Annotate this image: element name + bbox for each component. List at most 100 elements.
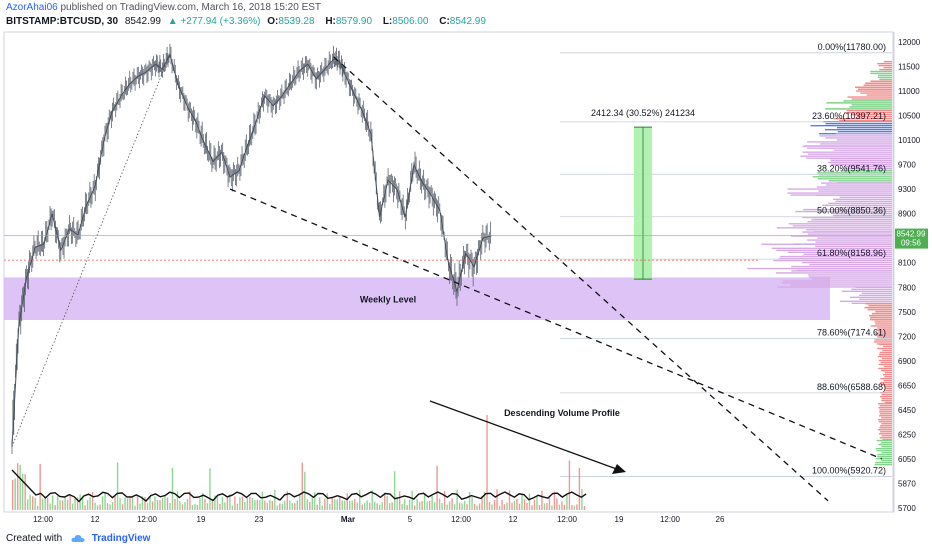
volume-bar [256, 499, 259, 510]
fib-level-label: 88.60%(6588.68) [817, 382, 886, 392]
volume-bar [276, 505, 279, 510]
volume-bar [249, 496, 251, 510]
volume-bar [241, 496, 244, 510]
volume-bar [19, 464, 21, 510]
volume-bar [548, 497, 551, 510]
volume-bar [566, 494, 568, 510]
publication-line: AzorAhai06 published on TradingView.com,… [6, 2, 321, 13]
price-axis-bg [894, 32, 932, 512]
low-label: L:8506.00 [382, 16, 429, 27]
volume-bar [31, 496, 34, 510]
price-tick-label: 10100 [898, 136, 921, 145]
volume-bar [339, 496, 341, 510]
volume-bar [396, 496, 398, 510]
time-tick-label: 12:00 [451, 515, 472, 524]
symbol-name[interactable]: BITSTAMP:BTCUSD, 30 [6, 16, 119, 27]
volume-bar [94, 502, 96, 510]
chart-header: AzorAhai06 published on TradingView.com,… [0, 0, 932, 30]
volume-bar [503, 504, 506, 510]
volume-bar [286, 491, 289, 510]
volume-bar [56, 495, 59, 510]
volume-bar [476, 505, 478, 510]
volume-bar [21, 473, 24, 510]
price-tick-label: 5700 [898, 504, 916, 513]
volume-bar [331, 498, 333, 510]
volume-bar [144, 496, 146, 510]
volume-bar [423, 493, 426, 510]
volume-bar [408, 499, 411, 510]
last-price-countdown: 09:56 [901, 239, 922, 248]
tradingview-brand[interactable]: TradingView [91, 533, 151, 544]
plot-frame [3, 31, 894, 513]
volume-bar [34, 497, 36, 510]
volume-bar [301, 462, 303, 510]
volume-bar [326, 493, 328, 510]
volume-bar [259, 500, 261, 510]
fib-level-label: 100.00%(5920.72) [812, 466, 886, 476]
volume-bar [199, 498, 201, 510]
volume-bar [513, 500, 516, 510]
volume-bar [44, 496, 46, 510]
volume-bar [573, 505, 576, 510]
volume-bar [441, 503, 443, 510]
volume-bar [361, 504, 363, 510]
volume-bar [531, 505, 533, 510]
volume-bar [54, 505, 56, 510]
volume-bar [324, 498, 326, 510]
volume-bar [376, 503, 378, 510]
volume-bar [279, 503, 281, 510]
volume-bar [41, 498, 44, 510]
close-label: C:8542.99 [439, 16, 486, 27]
dotted-trendline [11, 54, 171, 447]
volume-bar [106, 503, 109, 510]
volume-bar [386, 495, 388, 510]
volume-bar [181, 504, 184, 510]
volume-bar [226, 496, 229, 510]
volume-bar [179, 501, 181, 510]
volume-bar [84, 505, 86, 510]
price-tick-label: 9700 [898, 161, 916, 170]
price-tick-label: 11000 [898, 87, 920, 96]
volume-bar [71, 503, 74, 510]
high-label: H:8579.90 [325, 16, 373, 27]
volume-bar [371, 490, 373, 510]
volume-bar [451, 498, 453, 510]
volume-bar [159, 500, 161, 510]
measure-label: 2412.34 (30.52%) 241234 [591, 108, 695, 118]
fib-level-label: 50.00%(8850.36) [817, 206, 886, 216]
volume-bar [413, 505, 416, 510]
volume-bar [104, 492, 106, 510]
volume-bar [129, 496, 131, 510]
volume-bar [416, 498, 418, 510]
weekly-level-zone-layer: Weekly Level [3, 31, 894, 513]
time-tick-label: 12:00 [137, 515, 158, 524]
volume-bar [61, 500, 64, 510]
volume-bar [231, 505, 234, 510]
volume-bar [576, 504, 578, 510]
price-tick-label: 9300 [898, 185, 916, 194]
descending-volume-label: Descending Volume Profile [504, 408, 620, 418]
volume-bar [316, 504, 318, 510]
time-tick-label: 12 [509, 515, 518, 524]
volume-bar [568, 460, 571, 510]
fib-level-label: 61.80%(8158.96) [817, 248, 886, 258]
chart-footer: Created with TradingView [0, 528, 932, 550]
volume-bar [388, 503, 391, 510]
symbol-ohlc-line: BITSTAMP:BTCUSD, 30 8542.99 ▲ +277.94 (+… [6, 16, 494, 27]
author-link[interactable]: AzorAhai06 [6, 2, 58, 13]
volume-bar [156, 500, 159, 510]
volume-bar [366, 500, 368, 510]
volume-bar [176, 491, 179, 510]
volume-bar [101, 496, 104, 510]
volume-bar [166, 497, 169, 510]
volume-bar [526, 502, 528, 510]
volume-bar [453, 504, 456, 510]
volume-bar [229, 494, 231, 510]
volume-bar [541, 490, 543, 510]
volume-bar [16, 463, 19, 510]
volume-bar [91, 492, 94, 510]
volume-bar [246, 498, 249, 510]
volume-bar [471, 497, 473, 510]
time-tick-label: 19 [197, 515, 206, 524]
